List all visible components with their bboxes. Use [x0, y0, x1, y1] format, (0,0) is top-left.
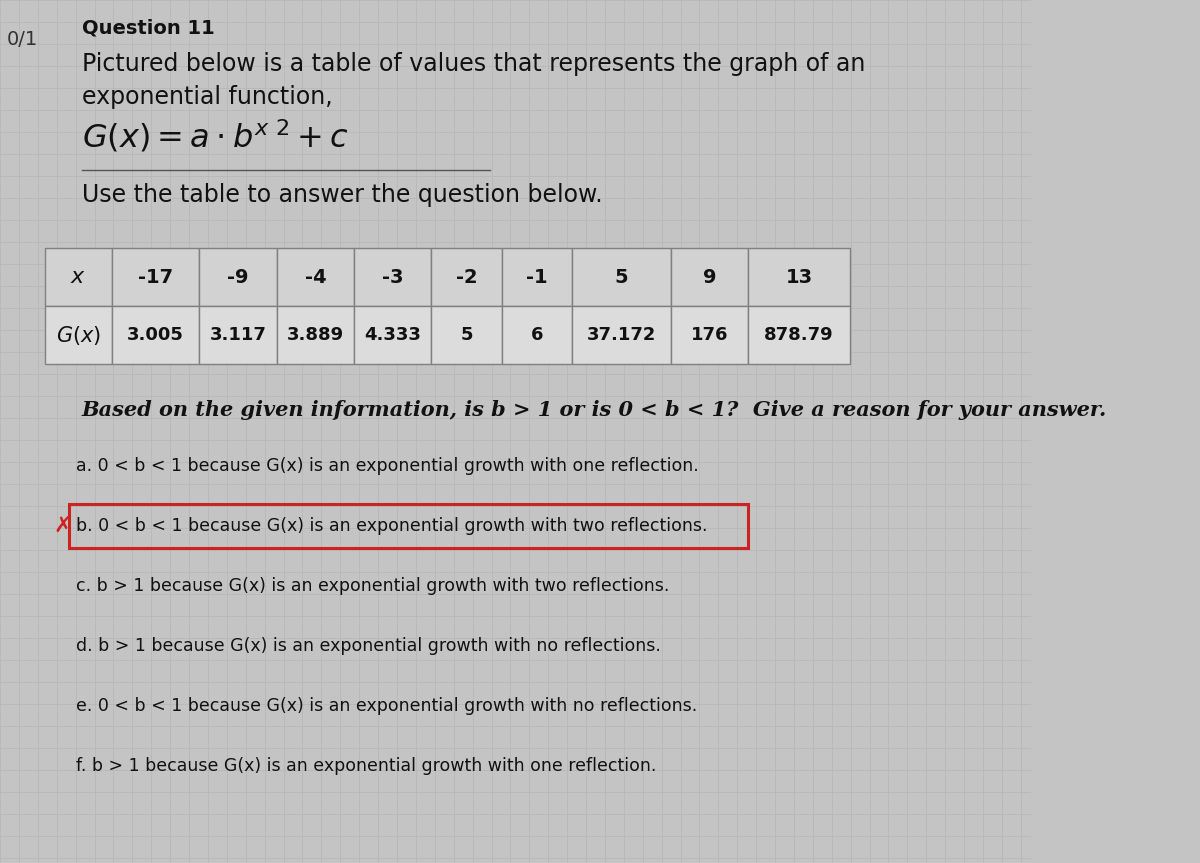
Bar	[277, 306, 354, 364]
Text: c. b > 1 because G(x) is an exponential growth with two reflections.: c. b > 1 because G(x) is an exponential …	[76, 577, 668, 595]
Text: $\mathit{G(x)}$: $\mathit{G(x)}$	[55, 324, 101, 347]
Bar	[431, 306, 502, 364]
Bar	[112, 248, 199, 306]
Bar	[112, 306, 199, 364]
Text: 0/1: 0/1	[7, 30, 38, 49]
Bar	[431, 248, 502, 306]
Bar	[44, 306, 112, 364]
Text: 5: 5	[614, 268, 629, 287]
Text: 3.889: 3.889	[287, 326, 344, 344]
Text: -9: -9	[227, 268, 248, 287]
Text: e. 0 < b < 1 because G(x) is an exponential growth with no reflections.: e. 0 < b < 1 because G(x) is an exponent…	[76, 697, 697, 715]
Bar	[199, 306, 277, 364]
Text: -4: -4	[305, 268, 326, 287]
Bar	[572, 248, 671, 306]
Text: 6: 6	[530, 326, 544, 344]
Bar	[277, 248, 354, 306]
Bar	[68, 504, 748, 548]
Bar	[354, 248, 431, 306]
Bar	[199, 248, 277, 306]
Text: d. b > 1 because G(x) is an exponential growth with no reflections.: d. b > 1 because G(x) is an exponential …	[76, 637, 660, 655]
Text: Pictured below is a table of values that represents the graph of an: Pictured below is a table of values that…	[82, 52, 865, 76]
Text: Question 11: Question 11	[82, 18, 215, 37]
Text: Use the table to answer the question below.: Use the table to answer the question bel…	[82, 183, 602, 207]
Bar	[671, 306, 749, 364]
Text: -3: -3	[382, 268, 403, 287]
Bar	[44, 248, 112, 306]
Bar	[502, 306, 572, 364]
Text: 9: 9	[703, 268, 716, 287]
Text: 878.79: 878.79	[764, 326, 834, 344]
Text: b. 0 < b < 1 because G(x) is an exponential growth with two reflections.: b. 0 < b < 1 because G(x) is an exponent…	[76, 517, 707, 535]
Text: $\mathit{G(x)} = \mathit{a} \cdot \mathit{b}^{\mathit{x}\ 2} + \mathit{c}$: $\mathit{G(x)} = \mathit{a} \cdot \mathi…	[82, 118, 349, 154]
Text: -1: -1	[527, 268, 548, 287]
Text: 4.333: 4.333	[365, 326, 421, 344]
Bar	[749, 248, 850, 306]
Text: 176: 176	[691, 326, 728, 344]
Text: Based on the given information, is b > 1 or is 0 < b < 1?  Give a reason for you: Based on the given information, is b > 1…	[82, 400, 1106, 420]
Text: $\mathit{x}$: $\mathit{x}$	[71, 267, 86, 287]
Bar	[671, 248, 749, 306]
Bar	[749, 306, 850, 364]
Text: exponential function,: exponential function,	[82, 85, 332, 109]
Bar	[502, 248, 572, 306]
Text: ✗: ✗	[53, 516, 72, 536]
Text: f. b > 1 because G(x) is an exponential growth with one reflection.: f. b > 1 because G(x) is an exponential …	[76, 757, 656, 775]
Text: 3.117: 3.117	[210, 326, 266, 344]
Text: -2: -2	[456, 268, 478, 287]
Text: 13: 13	[786, 268, 812, 287]
Bar	[354, 306, 431, 364]
Bar	[572, 306, 671, 364]
Text: 5: 5	[461, 326, 473, 344]
Text: -17: -17	[138, 268, 173, 287]
Text: 3.005: 3.005	[127, 326, 184, 344]
Text: a. 0 < b < 1 because G(x) is an exponential growth with one reflection.: a. 0 < b < 1 because G(x) is an exponent…	[76, 457, 698, 475]
Text: 37.172: 37.172	[587, 326, 656, 344]
